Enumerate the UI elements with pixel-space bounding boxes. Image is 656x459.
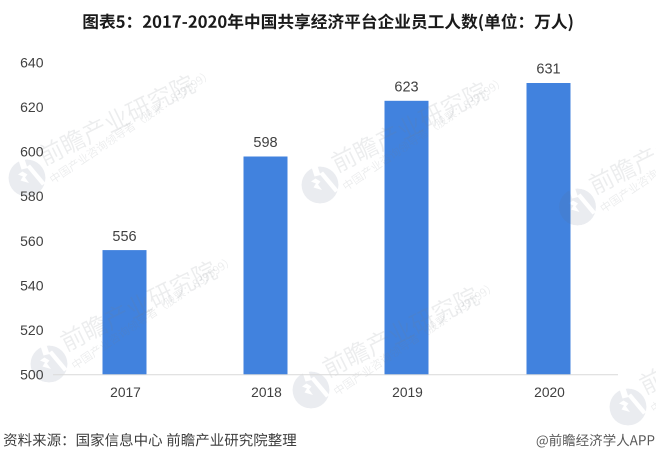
svg-text:500: 500	[20, 366, 44, 382]
svg-text:560: 560	[20, 233, 44, 249]
svg-text:540: 540	[20, 277, 44, 293]
svg-text:520: 520	[20, 322, 44, 338]
svg-text:620: 620	[20, 99, 44, 115]
svg-text:556: 556	[112, 229, 136, 245]
svg-text:580: 580	[20, 188, 44, 204]
svg-text:600: 600	[20, 144, 44, 160]
svg-text:631: 631	[536, 62, 560, 78]
svg-text:2019: 2019	[392, 385, 423, 400]
svg-text:623: 623	[394, 80, 418, 96]
svg-text:2020: 2020	[534, 385, 565, 400]
svg-text:640: 640	[20, 55, 44, 71]
svg-text:2017: 2017	[110, 385, 141, 400]
svg-text:598: 598	[253, 135, 277, 151]
svg-text:2018: 2018	[251, 385, 282, 400]
